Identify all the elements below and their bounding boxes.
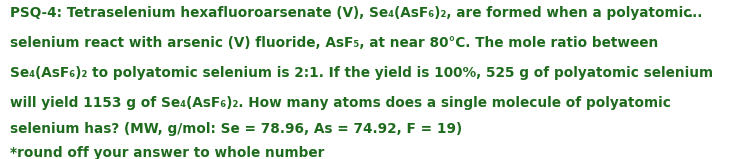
- Text: selenium react with arsenic (V) fluoride, AsF₅, at near 80°C. The mole ratio bet: selenium react with arsenic (V) fluoride…: [10, 36, 658, 50]
- Text: will yield 1153 g of Se₄(AsF₆)₂. How many atoms does a single molecule of polyat: will yield 1153 g of Se₄(AsF₆)₂. How man…: [10, 96, 670, 110]
- Text: *round off your answer to whole number: *round off your answer to whole number: [10, 146, 324, 159]
- Text: PSQ-4: Tetraselenium hexafluoroarsenate (V), Se₄(AsF₆)₂, are formed when a polya: PSQ-4: Tetraselenium hexafluoroarsenate …: [10, 6, 691, 20]
- Text: selenium has? (MW, g/mol: Se = 78.96, As = 74.92, F = 19): selenium has? (MW, g/mol: Se = 78.96, As…: [10, 122, 462, 136]
- Text: Se₄(AsF₆)₂ to polyatomic selenium is 2:1. If the yield is 100%, 525 g of polyato: Se₄(AsF₆)₂ to polyatomic selenium is 2:1…: [10, 66, 713, 80]
- Text: ...: ...: [687, 6, 703, 20]
